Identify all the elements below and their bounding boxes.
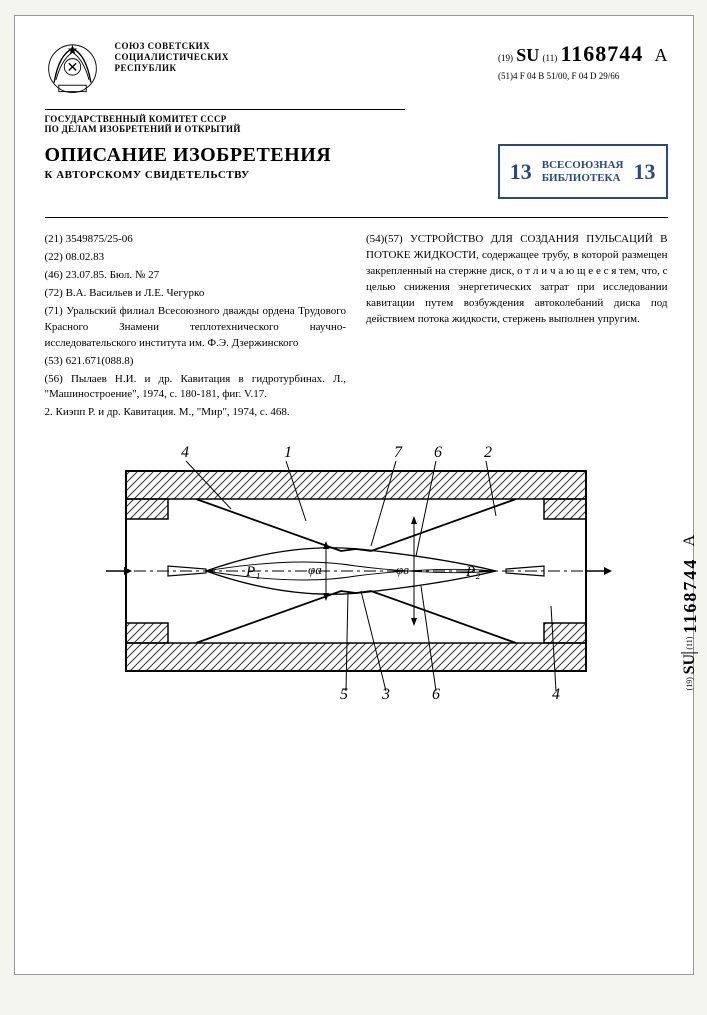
side-num: 1168744 (680, 558, 700, 634)
field-71: (71) Уральский филиал Всесоюзного дважды… (45, 304, 347, 352)
kind-code: A (655, 45, 668, 65)
header-row: СОЮЗ СОВЕТСКИХ СОЦИАЛИСТИЧЕСКИХ РЕСПУБЛИ… (45, 41, 668, 101)
field-46: (46) 23.07.85. Бюл. № 27 (45, 268, 347, 284)
side-kind: A (681, 535, 698, 547)
union-name-block: СОЮЗ СОВЕТСКИХ СОЦИАЛИСТИЧЕСКИХ РЕСПУБЛИ… (115, 41, 229, 73)
side-prefix11: (11) (685, 637, 694, 650)
country-code: SU (516, 45, 539, 65)
label-phi-a: φa (308, 562, 322, 577)
patent-page: СОЮЗ СОВЕТСКИХ СОЦИАЛИСТИЧЕСКИХ РЕСПУБЛИ… (14, 15, 694, 975)
field-56: (56) Пылаев Н.И. и др. Кавитация в гидро… (45, 372, 347, 404)
field-22: (22) 08.02.83 (45, 250, 347, 266)
callout-1: 1 (284, 444, 292, 461)
field-72: (72) В.А. Васильев и Л.Е. Чегурко (45, 286, 347, 302)
field-56b: 2. Киэпп Р. и др. Кавитация. М., "Мир", … (45, 405, 347, 421)
ipc-line: (51)4 F 04 B 51/00, F 04 D 29/66 (498, 71, 667, 81)
callout-7: 7 (394, 444, 403, 461)
doc-codes: (19) SU (11) 1168744 A (51)4 F 04 B 51/0… (498, 41, 667, 81)
divider (45, 217, 668, 218)
union-line1: СОЮЗ СОВЕТСКИХ (115, 41, 229, 52)
callout-4a: 4 (181, 444, 189, 461)
label-phi-b: φв (396, 562, 409, 577)
side-prefix19: (19) (685, 677, 694, 690)
committee-line1: ГОСУДАРСТВЕННЫЙ КОМИТЕТ СССР (45, 114, 405, 124)
ipc-class: F 04 B 51/00, F 04 D 29/66 (520, 71, 620, 81)
title-row: ОПИСАНИЕ ИЗОБРЕТЕНИЯ К АВТОРСКОМУ СВИДЕТ… (45, 144, 668, 199)
callout-3: 3 (381, 686, 390, 701)
callout-6a: 6 (434, 444, 442, 461)
stamp-mid: ВСЕСОЮЗНАЯ БИБЛИОТЕКА (542, 159, 624, 183)
union-line3: РЕСПУБЛИК (115, 63, 229, 74)
technical-drawing: 4 1 7 6 2 5 3 6 4 P₁ P₂ φa φв (45, 441, 668, 706)
side-su: SU (681, 653, 698, 674)
subtitle: К АВТОРСКОМУ СВИДЕТЕЛЬСТВУ (45, 169, 483, 181)
doc-prefix: (11) (543, 53, 558, 63)
union-line2: СОЦИАЛИСТИЧЕСКИХ (115, 52, 229, 63)
country-prefix: (19) (498, 53, 513, 63)
library-stamp: 13 ВСЕСОЮЗНАЯ БИБЛИОТЕКА 13 (498, 144, 668, 199)
left-column: (21) 3549875/25-06 (22) 08.02.83 (46) 23… (45, 232, 347, 423)
committee-line2: ПО ДЕЛАМ ИЗОБРЕТЕНИЙ И ОТКРЫТИЙ (45, 124, 405, 134)
label-p2: P₂ (465, 564, 480, 580)
right-column: (54)(57) УСТРОЙСТВО ДЛЯ СОЗДАНИЯ ПУЛЬСАЦ… (366, 232, 668, 423)
committee-block: ГОСУДАРСТВЕННЫЙ КОМИТЕТ СССР ПО ДЕЛАМ ИЗ… (45, 109, 405, 134)
field-53: (53) 621.671(088.8) (45, 354, 347, 370)
callout-6b: 6 (432, 686, 440, 701)
field-21: (21) 3549875/25-06 (45, 232, 347, 248)
publication-code: (19) SU (11) 1168744 A (498, 41, 667, 67)
title-block: ОПИСАНИЕ ИЗОБРЕТЕНИЯ К АВТОРСКОМУ СВИДЕТ… (45, 144, 483, 181)
ussr-emblem (45, 41, 100, 101)
doc-number: 1168744 (560, 41, 643, 66)
callout-2: 2 (484, 444, 492, 461)
main-title: ОПИСАНИЕ ИЗОБРЕТЕНИЯ (45, 144, 483, 167)
side-doc-label: (19) SU (11) 1168744 A (680, 535, 701, 690)
abstract: (54)(57) УСТРОЙСТВО ДЛЯ СОЗДАНИЯ ПУЛЬСАЦ… (366, 232, 668, 328)
bibliographic-columns: (21) 3549875/25-06 (22) 08.02.83 (46) 23… (45, 232, 668, 423)
label-p1: P₁ (245, 564, 260, 580)
ipc-prefix: (51)4 (498, 71, 518, 81)
stamp-left-num: 13 (510, 159, 532, 185)
callout-4b: 4 (552, 686, 560, 701)
stamp-right-num: 13 (634, 159, 656, 185)
callout-5: 5 (340, 686, 348, 701)
